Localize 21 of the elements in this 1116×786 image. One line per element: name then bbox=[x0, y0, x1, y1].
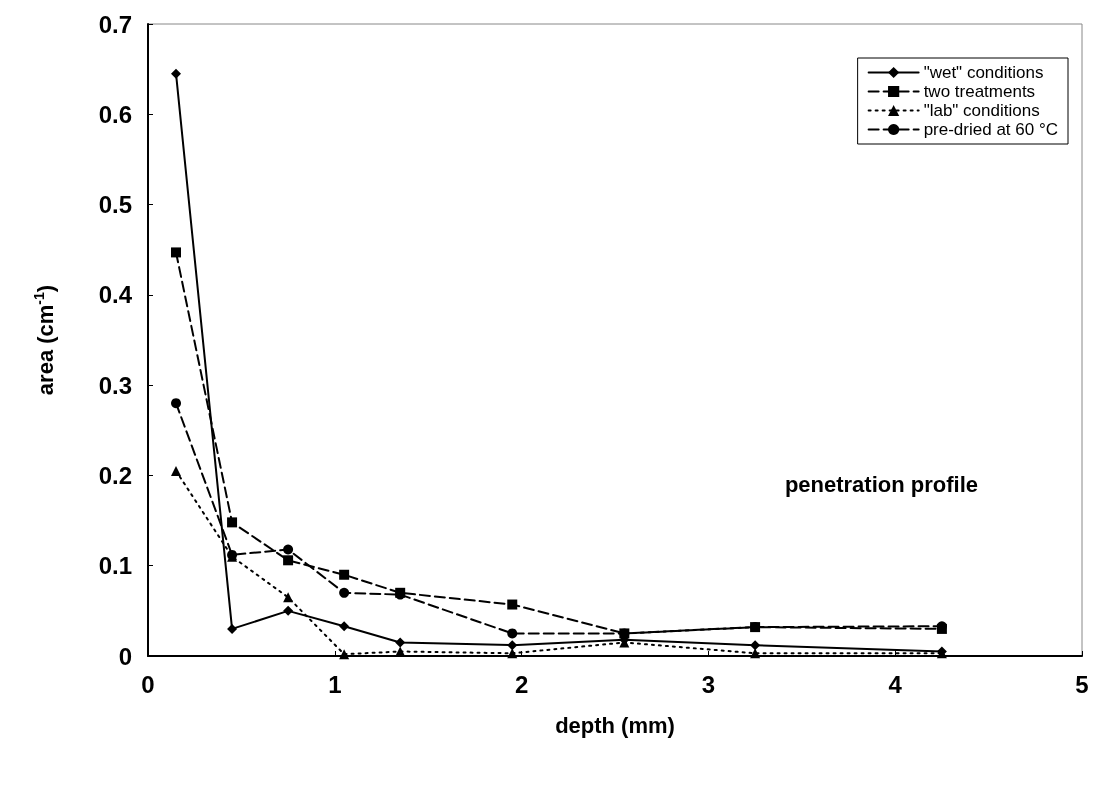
y-tick-label: 0.4 bbox=[98, 281, 133, 309]
y-axis-title: area (cm-1) bbox=[31, 284, 58, 396]
annotation: penetration profile bbox=[784, 471, 978, 497]
y-tick-label: 0.7 bbox=[98, 10, 132, 38]
legend-label: "lab" conditions bbox=[923, 101, 1040, 120]
y-tick-label: 0.5 bbox=[98, 191, 132, 219]
y-tick-label: 0.6 bbox=[98, 100, 132, 128]
x-tick-label: 0 bbox=[141, 670, 155, 698]
legend-label: "wet" conditions bbox=[923, 63, 1044, 82]
y-tick-label: 0.3 bbox=[98, 371, 132, 399]
legend-label: pre-dried at 60 °C bbox=[923, 120, 1059, 139]
x-tick-label: 2 bbox=[514, 670, 529, 698]
x-tick-label: 4 bbox=[888, 670, 903, 698]
y-tick-label: 0 bbox=[118, 642, 132, 670]
x-axis-title: depth (mm) bbox=[555, 712, 675, 738]
x-tick-label: 5 bbox=[1075, 670, 1089, 698]
x-tick-label: 3 bbox=[701, 670, 716, 698]
y-tick-label: 0.2 bbox=[98, 461, 132, 489]
legend-label: two treatments bbox=[923, 82, 1036, 101]
y-tick-label: 0.1 bbox=[98, 552, 132, 580]
x-tick-label: 1 bbox=[328, 670, 342, 698]
